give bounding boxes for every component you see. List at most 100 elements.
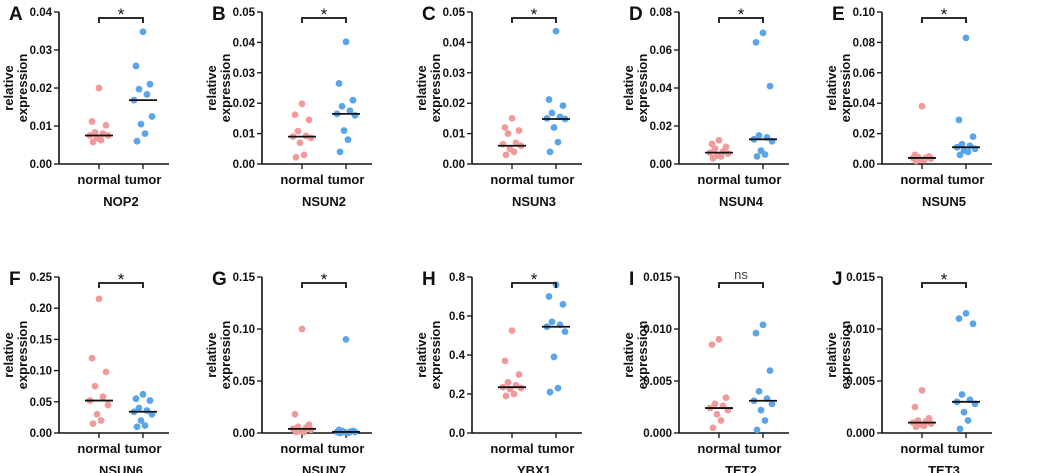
panel-c-normal-point bbox=[502, 151, 510, 159]
panel-b-tumor-point bbox=[336, 148, 344, 156]
panel-i-tumor-point bbox=[768, 400, 776, 408]
panel-f-tumor-point bbox=[137, 417, 145, 424]
panel-f-gene-title: NSUN6 bbox=[99, 463, 143, 473]
panel-e-ytick-label: 0.08 bbox=[853, 37, 876, 49]
panel-c-ytick-label: 0.00 bbox=[443, 159, 465, 171]
panel-e-ylabel-line1: relative bbox=[824, 65, 839, 111]
panel-b-ylabel-line2: expression bbox=[218, 54, 233, 123]
panel-b-ytick-label: 0.02 bbox=[233, 98, 255, 110]
panel-c-tumor-point bbox=[545, 96, 553, 103]
panel-g-gene-title: NSUN7 bbox=[302, 463, 346, 473]
panel-f-tumor-point bbox=[133, 423, 141, 431]
panel-b-normal-point bbox=[294, 127, 302, 135]
panel-i-significance-bracket bbox=[718, 282, 764, 288]
panel-f-normal-point bbox=[95, 295, 103, 303]
panel-j-ylabel-line2: expression bbox=[838, 321, 853, 390]
panel-j-normal-point bbox=[912, 423, 920, 431]
panel-c-ytick-label: 0.05 bbox=[443, 7, 466, 19]
panel-e-normal-point bbox=[918, 102, 926, 110]
panel-c-tumor-point bbox=[550, 124, 558, 131]
panel-e-ylabel-line2: expression bbox=[838, 54, 853, 123]
panel-j-normal-point bbox=[927, 420, 935, 428]
panel-d-tumor-point bbox=[755, 132, 763, 139]
panel-e-ytick-label: 0.10 bbox=[853, 7, 875, 19]
panel-j-ytick-label: 0.005 bbox=[846, 376, 875, 388]
panel-e-ytick-label: 0.02 bbox=[853, 129, 875, 141]
panel-c-significance-label: * bbox=[531, 5, 538, 24]
panel-h-tumor-point bbox=[550, 353, 558, 361]
panel-d-significance-bracket bbox=[718, 17, 764, 23]
panel-f-ytick-label: 0.25 bbox=[30, 272, 53, 284]
panel-b-ytick-label: 0.00 bbox=[233, 159, 255, 171]
panel-f-tumor-point bbox=[132, 395, 140, 403]
panel-a-tumor-point bbox=[132, 62, 140, 70]
panel-f-tumor-point bbox=[139, 390, 147, 398]
panel-h-normal-point bbox=[515, 371, 523, 378]
panel-c-gene-title: NSUN3 bbox=[512, 194, 556, 209]
panel-j-tumor-point bbox=[958, 391, 966, 398]
panel-d-normal-point bbox=[711, 145, 719, 153]
panel-a-ytick-label: 0.03 bbox=[30, 45, 52, 57]
panel-a-ylabel-line1: relative bbox=[1, 65, 16, 111]
panel-b-tumor-point bbox=[344, 136, 352, 144]
panel-h-ytick-label: 0.4 bbox=[449, 350, 466, 362]
panel-h-ytick-label: 0.2 bbox=[449, 389, 465, 401]
panel-d-category-normal: normal bbox=[697, 172, 740, 187]
panel-c-normal-point bbox=[515, 127, 523, 134]
panel-h-tumor-point bbox=[546, 388, 554, 396]
panel-f-ytick-label: 0.15 bbox=[30, 334, 53, 346]
panel-f-normal-point bbox=[104, 401, 112, 409]
panel-j-tumor-point bbox=[955, 315, 963, 322]
panel-d-normal-point bbox=[717, 153, 725, 160]
panel-b-tumor-point bbox=[335, 80, 343, 87]
panel-b-tumor-point bbox=[349, 96, 357, 104]
panel-i-normal-point bbox=[717, 417, 725, 424]
panel-b-normal-point bbox=[296, 139, 304, 147]
panel-i-tumor-point bbox=[753, 426, 761, 434]
panel-g-significance-label: * bbox=[321, 270, 328, 289]
panel-e-tumor-point bbox=[958, 140, 966, 148]
panel-c-normal-point bbox=[508, 115, 516, 122]
panel-b-gene-title: NSUN2 bbox=[302, 194, 346, 209]
panel-f-significance-bracket bbox=[98, 282, 144, 288]
panel-i-ytick-label: 0.005 bbox=[643, 376, 672, 388]
panel-d-ytick-label: 0.04 bbox=[650, 83, 673, 95]
panel-h-tumor-point bbox=[545, 293, 553, 300]
panel-i-category-tumor: tumor bbox=[745, 441, 782, 456]
panel-j-ytick-label: 0.010 bbox=[846, 324, 875, 336]
panel-e-significance-bracket bbox=[921, 17, 967, 23]
panel-f-tumor-point bbox=[146, 397, 154, 404]
panel-b-normal-point bbox=[298, 100, 306, 108]
panel-b-normal-point bbox=[292, 153, 300, 161]
panel-f-significance-label: * bbox=[118, 270, 125, 289]
panel-d-normal-point bbox=[724, 150, 732, 157]
panel-j-category-normal: normal bbox=[900, 441, 943, 456]
panel-d-tumor-point bbox=[753, 153, 761, 160]
panel-a-category-tumor: tumor bbox=[125, 172, 162, 187]
panel-i-normal-point bbox=[709, 424, 717, 432]
panel-a-ytick-label: 0.02 bbox=[30, 83, 52, 95]
panel-d-ylabel-line1: relative bbox=[621, 65, 636, 111]
panel-i-normal-point bbox=[711, 400, 719, 408]
panel-f-ytick-label: 0.20 bbox=[30, 303, 52, 315]
panel-g-category-normal: normal bbox=[280, 441, 323, 456]
panel-j-significance-bracket bbox=[921, 282, 967, 288]
panel-c-normal-point bbox=[501, 124, 509, 131]
panel-i-normal-point bbox=[715, 336, 723, 343]
panel-e-tumor-point bbox=[956, 151, 964, 159]
panel-j-ylabel-line1: relative bbox=[824, 332, 839, 378]
panel-j-tumor-point bbox=[956, 425, 964, 433]
panel-b-category-tumor: tumor bbox=[328, 172, 365, 187]
panel-a-significance-label: * bbox=[118, 5, 125, 24]
panel-b-ylabel-line1: relative bbox=[204, 65, 219, 111]
panel-b-normal-point bbox=[305, 116, 313, 124]
panel-h-category-normal: normal bbox=[490, 441, 533, 456]
panel-i-normal-point bbox=[708, 341, 716, 348]
panel-f-tumor-point bbox=[135, 404, 143, 412]
panel-i-gene-title: TET2 bbox=[725, 463, 757, 473]
panel-f-letter: F bbox=[9, 269, 21, 290]
panel-a-tumor-point bbox=[133, 137, 141, 145]
panel-d-ytick-label: 0.00 bbox=[650, 159, 672, 171]
panel-g-significance-bracket bbox=[301, 282, 347, 288]
panel-i-tumor-point bbox=[755, 388, 763, 395]
